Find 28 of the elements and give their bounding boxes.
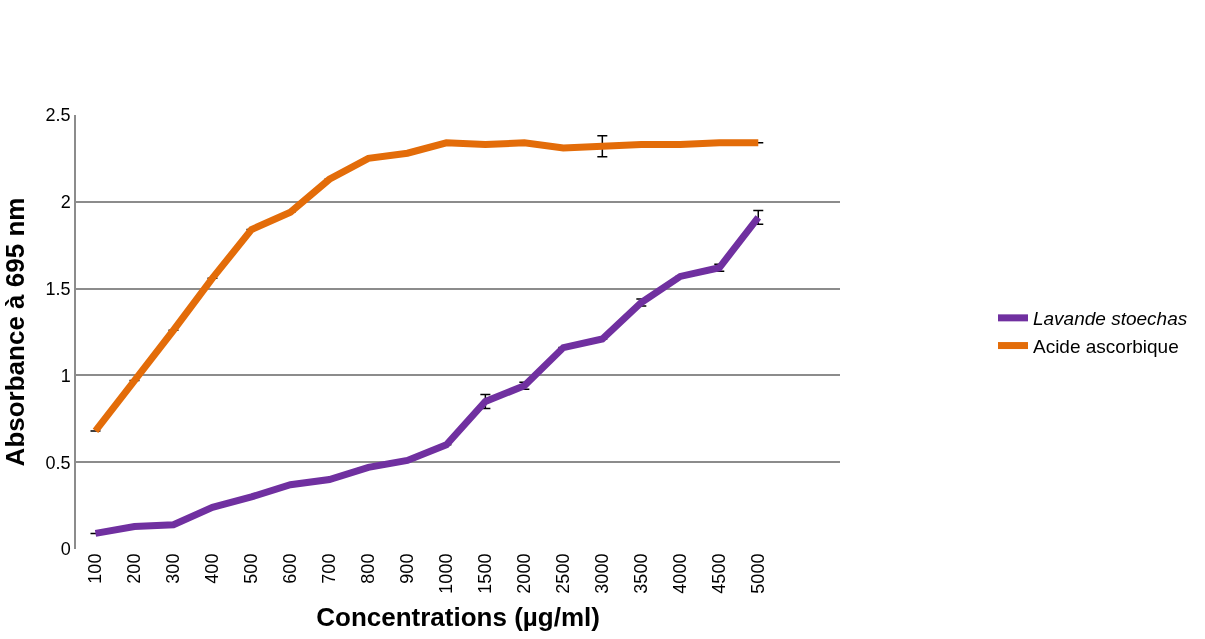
y-tick-label: 1.5 xyxy=(45,278,71,299)
x-tick-label: 800 xyxy=(358,553,379,584)
x-axis-title: Concentrations (µg/ml) xyxy=(316,602,600,633)
x-tick-label: 1500 xyxy=(475,553,496,594)
x-tick-label: 4000 xyxy=(670,553,691,594)
x-tick-label: 300 xyxy=(163,553,184,584)
y-tick-label: 0.5 xyxy=(45,452,71,473)
y-tick-label: 2.5 xyxy=(45,105,71,126)
x-tick-label: 100 xyxy=(85,553,106,584)
x-tick-label: 1000 xyxy=(436,553,457,594)
y-tick-label: 0 xyxy=(60,539,71,560)
x-tick-label: 4500 xyxy=(709,553,730,594)
legend-label: Acide ascorbique xyxy=(1032,335,1179,357)
x-tick-label: 3000 xyxy=(592,553,613,594)
y-tick-label: 2 xyxy=(60,192,71,213)
x-tick-label: 200 xyxy=(124,553,145,584)
y-axis-title: Absorbance à 695 nm xyxy=(0,197,30,467)
y-tick-label: 1 xyxy=(60,365,71,386)
x-tick-label: 600 xyxy=(280,553,301,584)
legend-label: Lavande stoechas xyxy=(1032,308,1188,330)
x-tick-label: 500 xyxy=(241,553,262,584)
x-tick-label: 400 xyxy=(202,553,223,584)
x-tick-label: 2000 xyxy=(514,553,535,594)
x-tick-label: 2500 xyxy=(553,553,574,594)
x-tick-label: 3500 xyxy=(631,553,652,594)
x-tick-label: 5000 xyxy=(748,553,769,594)
x-tick-label: 900 xyxy=(397,553,418,584)
x-tick-label: 700 xyxy=(319,553,340,584)
